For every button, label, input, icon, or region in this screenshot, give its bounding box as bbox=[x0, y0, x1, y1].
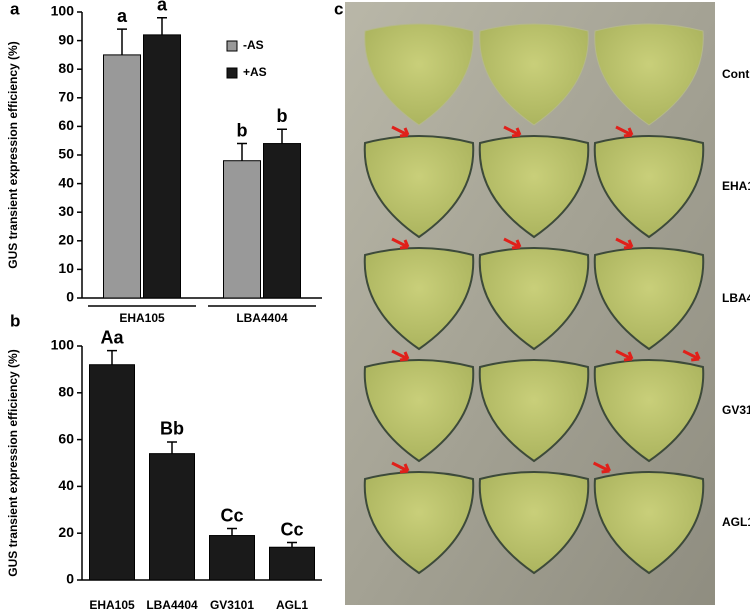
error-bar bbox=[237, 142, 247, 161]
x-tick-label: AGL1 bbox=[276, 598, 308, 611]
leaf bbox=[363, 135, 475, 239]
leaf bbox=[593, 359, 705, 463]
arrow bbox=[682, 349, 701, 362]
row-label: AGL1 bbox=[722, 515, 750, 529]
leaf bbox=[364, 23, 474, 126]
y-tick-label: 40 bbox=[58, 174, 74, 190]
bar bbox=[143, 34, 181, 299]
y-tick-label: 60 bbox=[58, 117, 74, 133]
x-tick-label: GV3101 bbox=[210, 598, 254, 611]
y-tick-label: 20 bbox=[58, 524, 74, 540]
significance-letter: b bbox=[237, 120, 248, 140]
y-axis-label: GUS transient expression efficiency (%) bbox=[6, 349, 20, 576]
leaf bbox=[363, 247, 475, 351]
leaf bbox=[479, 23, 589, 126]
significance-letter: a bbox=[117, 6, 128, 26]
y-tick-label: 80 bbox=[58, 60, 74, 76]
leaf bbox=[478, 359, 590, 463]
row-label: GV3101 bbox=[722, 403, 750, 417]
leaf bbox=[593, 135, 705, 239]
arrow bbox=[391, 125, 410, 138]
leaf bbox=[363, 471, 475, 575]
significance-letter: Cc bbox=[280, 519, 303, 539]
error-bar bbox=[117, 28, 127, 55]
bar bbox=[149, 453, 195, 581]
y-tick-label: 30 bbox=[58, 203, 74, 219]
row-label: LBA4404 bbox=[722, 291, 750, 305]
error-bar bbox=[167, 441, 177, 454]
bar bbox=[103, 54, 141, 299]
legend-swatch bbox=[226, 40, 238, 52]
arrow bbox=[391, 237, 410, 250]
arrow bbox=[503, 237, 522, 250]
significance-letter: Bb bbox=[160, 419, 184, 439]
panel-label: c bbox=[334, 0, 343, 18]
y-tick-label: 0 bbox=[66, 571, 74, 587]
legend-swatch bbox=[226, 67, 238, 79]
leaf bbox=[594, 23, 704, 126]
y-tick-label: 50 bbox=[58, 146, 74, 162]
photo-leaves bbox=[363, 23, 705, 575]
bar bbox=[223, 160, 261, 299]
bar bbox=[209, 535, 255, 581]
error-bar bbox=[287, 541, 297, 548]
y-tick-label: 70 bbox=[58, 89, 74, 105]
leaf bbox=[478, 135, 590, 239]
significance-letter: Cc bbox=[220, 505, 243, 525]
error-bar bbox=[107, 349, 117, 365]
arrow bbox=[615, 349, 634, 362]
leaf bbox=[363, 359, 475, 463]
y-tick-label: 100 bbox=[51, 337, 75, 353]
leaf bbox=[478, 247, 590, 351]
error-bar bbox=[157, 16, 167, 35]
bar bbox=[263, 143, 301, 299]
arrow bbox=[615, 125, 634, 138]
y-tick-label: 80 bbox=[58, 384, 74, 400]
legend-label: +AS bbox=[243, 65, 267, 79]
bar bbox=[269, 546, 315, 581]
arrow bbox=[503, 125, 522, 138]
panel-label: a bbox=[10, 0, 20, 18]
y-axis-label: GUS transient expression efficiency (%) bbox=[6, 41, 20, 268]
bar bbox=[89, 364, 135, 581]
arrow bbox=[391, 349, 410, 362]
significance-letter: Aa bbox=[100, 327, 124, 347]
row-label: EHA105 bbox=[722, 179, 750, 193]
row-label: Control bbox=[722, 67, 750, 81]
error-bar bbox=[277, 128, 287, 144]
significance-letter: b bbox=[277, 106, 288, 126]
leaf bbox=[593, 247, 705, 351]
y-tick-label: 10 bbox=[58, 260, 74, 276]
y-tick-label: 90 bbox=[58, 31, 74, 47]
arrow bbox=[615, 237, 634, 250]
x-tick-label: EHA105 bbox=[119, 311, 165, 325]
y-tick-label: 40 bbox=[58, 477, 74, 493]
y-tick-label: 0 bbox=[66, 289, 74, 305]
panel-label: b bbox=[10, 311, 20, 330]
x-tick-label: EHA105 bbox=[89, 598, 135, 611]
y-tick-label: 100 bbox=[51, 3, 75, 19]
leaf bbox=[478, 471, 590, 575]
y-tick-label: 60 bbox=[58, 430, 74, 446]
leaf bbox=[593, 471, 705, 575]
x-tick-label: LBA4404 bbox=[146, 598, 198, 611]
significance-letter: a bbox=[157, 0, 168, 14]
legend-label: -AS bbox=[243, 38, 264, 52]
y-tick-label: 20 bbox=[58, 232, 74, 248]
arrow bbox=[391, 461, 410, 474]
arrow bbox=[592, 461, 611, 474]
error-bar bbox=[227, 527, 237, 536]
x-tick-label: LBA4404 bbox=[236, 311, 288, 325]
